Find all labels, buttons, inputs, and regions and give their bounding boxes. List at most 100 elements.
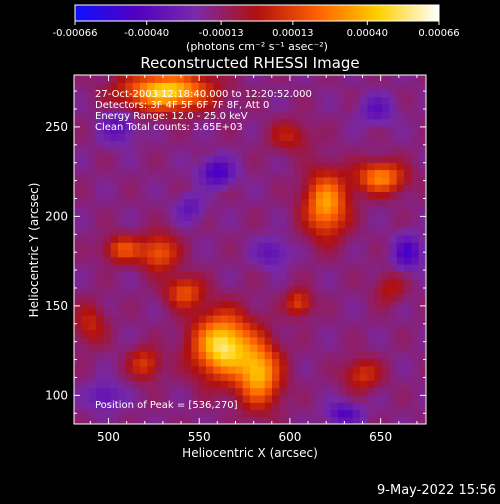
heatmap-cell [345, 147, 354, 156]
heatmap-cell [118, 307, 126, 316]
heatmap-cell [257, 191, 266, 200]
heatmap-cell [103, 147, 112, 156]
heatmap-cell [81, 344, 90, 352]
heatmap-cell [206, 125, 214, 134]
heatmap-cell [301, 234, 310, 243]
heatmap-cell [220, 365, 229, 374]
heatmap-cell [235, 169, 244, 178]
heatmap-cell [279, 293, 288, 301]
heatmap-cell [352, 409, 361, 418]
heatmap-cell [294, 402, 302, 411]
heatmap-cell [396, 198, 405, 207]
heatmap-cell [330, 154, 339, 163]
heatmap-cell [382, 416, 390, 424]
heatmap-cell [264, 169, 273, 178]
heatmap-cell [235, 191, 244, 200]
heatmap-cell [250, 300, 258, 309]
heatmap-cell [140, 198, 148, 207]
heatmap-cell [213, 365, 222, 374]
heatmap-cell [88, 176, 97, 185]
heatmap-cell [103, 242, 112, 251]
heatmap-cell [345, 344, 354, 352]
heatmap-cell [360, 394, 368, 403]
heatmap-cell [374, 293, 383, 301]
heatmap-cell [389, 154, 398, 163]
heatmap-cell [345, 140, 354, 149]
heatmap-cell [352, 271, 361, 280]
heatmap-cell [396, 402, 405, 411]
heatmap-cell [272, 394, 280, 403]
heatmap-cell [213, 234, 222, 243]
heatmap-cell [382, 220, 390, 229]
heatmap-cell [374, 227, 383, 236]
heatmap-cell [316, 278, 324, 287]
heatmap-cell [286, 140, 295, 149]
heatmap-cell [220, 322, 229, 331]
heatmap-cell [147, 82, 156, 91]
heatmap-cell [286, 322, 295, 331]
heatmap-cell [396, 336, 405, 345]
heatmap-cell [220, 75, 229, 83]
heatmap-cell [411, 104, 420, 112]
heatmap-cell [294, 394, 302, 403]
heatmap-cell [235, 111, 244, 120]
heatmap-cell [374, 314, 383, 323]
heatmap-cell [308, 220, 317, 229]
heatmap-cell [374, 154, 383, 163]
heatmap-cell [242, 184, 251, 192]
heatmap-cell [220, 205, 229, 214]
heatmap-cell [257, 373, 266, 381]
heatmap-cell [125, 402, 134, 411]
heatmap-cell [147, 293, 156, 301]
heatmap-cell [154, 176, 163, 185]
heatmap-cell [132, 234, 141, 243]
heatmap-cell [272, 264, 280, 272]
heatmap-cell [147, 344, 156, 352]
heatmap-cell [316, 140, 324, 149]
heatmap-cell [242, 104, 251, 112]
heatmap-cell [345, 293, 354, 301]
heatmap-cell [118, 264, 126, 272]
heatmap-cell [257, 300, 266, 309]
heatmap-cell [323, 213, 332, 222]
heatmap-cell [360, 220, 368, 229]
heatmap-cell [418, 111, 426, 120]
heatmap-cell [220, 82, 229, 91]
heatmap-cell [338, 314, 346, 323]
heatmap-cell [367, 329, 376, 338]
heatmap-cell [140, 344, 148, 352]
heatmap-cell [301, 293, 310, 301]
y-tick-label: 200 [45, 209, 68, 223]
heatmap-cell [286, 191, 295, 200]
heatmap-cell [242, 249, 251, 258]
heatmap-cell [198, 264, 207, 272]
heatmap-cell [396, 307, 405, 316]
heatmap-cell [162, 307, 170, 316]
heatmap-cell [338, 322, 346, 331]
heatmap-cell [103, 278, 112, 287]
heatmap-cell [228, 242, 236, 251]
heatmap-cell [103, 293, 112, 301]
heatmap-cell [220, 104, 229, 112]
heatmap-cell [279, 169, 288, 178]
heatmap-cell [213, 300, 222, 309]
heatmap-cell [191, 307, 200, 316]
heatmap-cell [272, 162, 280, 171]
heatmap-cell [360, 278, 368, 287]
heatmap-cell [301, 351, 310, 360]
heatmap-cell [235, 140, 244, 149]
heatmap-cell [88, 387, 97, 396]
heatmap-cell [257, 387, 266, 396]
heatmap-cell [74, 365, 82, 374]
heatmap-cell [206, 293, 214, 301]
heatmap-cell [418, 147, 426, 156]
heatmap-cell [250, 227, 258, 236]
footer-date: 9-May-2022 15:56 [377, 483, 496, 498]
heatmap-cell [235, 104, 244, 112]
heatmap-cell [169, 314, 178, 323]
heatmap-cell [176, 249, 185, 258]
heatmap-cell [162, 387, 170, 396]
heatmap-cell [411, 358, 420, 367]
heatmap-cell [382, 111, 390, 120]
heatmap-cell [352, 264, 361, 272]
